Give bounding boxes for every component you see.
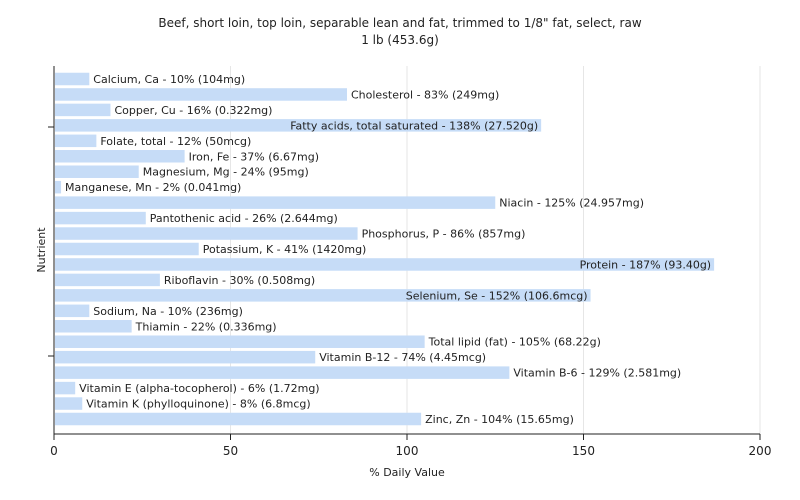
bar-label: Calcium, Ca - 10% (104mg) (93, 73, 245, 86)
bar (55, 72, 90, 86)
bar-label: Manganese, Mn - 2% (0.041mg) (65, 181, 241, 194)
x-ticks: 0 50 100 150 200 (50, 434, 771, 458)
bar-label: Cholesterol - 83% (249mg) (351, 88, 499, 101)
bar (55, 412, 422, 426)
x-tick-label: 100 (396, 444, 419, 458)
bar (55, 165, 139, 178)
bar (55, 320, 132, 333)
x-axis-title: % Daily Value (369, 466, 445, 479)
bar (55, 211, 146, 225)
bar-label: Copper, Cu - 16% (0.322mg) (114, 104, 272, 117)
x-tick-label: 0 (50, 444, 58, 458)
bar (55, 304, 90, 318)
bar-label: Fatty acids, total saturated - 138% (27.… (290, 119, 538, 132)
bar-label: Vitamin B-6 - 129% (2.581mg) (513, 367, 681, 380)
bar-label: Protein - 187% (93.40g) (580, 258, 712, 271)
chart-subtitle: 1 lb (453.6g) (361, 33, 439, 47)
bar (55, 180, 62, 194)
chart-title: Beef, short loin, top loin, separable le… (158, 16, 641, 30)
x-tick-label: 200 (749, 444, 772, 458)
bar (55, 397, 83, 410)
x-tick-label: 50 (223, 444, 238, 458)
bar-label: Vitamin E (alpha-tocopherol) - 6% (1.72m… (79, 382, 319, 395)
bar (55, 258, 715, 271)
bar (55, 350, 316, 364)
bar-label: Folate, total - 12% (50mcg) (100, 135, 251, 148)
bar-label: Iron, Fe - 37% (6.67mg) (189, 150, 319, 163)
bar-label: Potassium, K - 41% (1420mg) (203, 243, 367, 256)
bar (55, 103, 111, 117)
bar (55, 227, 358, 240)
bar (55, 88, 347, 101)
bar-label: Total lipid (fat) - 105% (68.22g) (428, 336, 601, 349)
bar-label: Niacin - 125% (24.957mg) (499, 197, 644, 210)
bar (55, 134, 97, 148)
bar-label: Vitamin B-12 - 74% (4.45mcg) (319, 351, 486, 364)
bar-label: Phosphorus, P - 86% (857mg) (362, 228, 526, 241)
bars: Calcium, Ca - 10% (104mg) Cholesterol - 8… (55, 72, 715, 426)
bar-label: Vitamin K (phylloquinone) - 8% (6.8mcg) (86, 398, 310, 411)
bar (55, 381, 76, 395)
bar (55, 273, 160, 287)
bar-label: Pantothenic acid - 26% (2.644mg) (150, 212, 338, 225)
bar-label: Sodium, Na - 10% (236mg) (93, 305, 243, 318)
y-axis-title: Nutrient (35, 227, 48, 273)
bar (55, 196, 496, 209)
bar-label: Selenium, Se - 152% (106.6mcg) (406, 289, 588, 302)
bar (55, 366, 510, 379)
bar (55, 150, 185, 163)
bar (55, 242, 199, 256)
bar-label: Magnesium, Mg - 24% (95mg) (143, 166, 309, 179)
bar (55, 289, 591, 302)
bar (55, 119, 542, 132)
bar (55, 335, 425, 348)
x-tick-label: 150 (572, 444, 595, 458)
bar-label: Thiamin - 22% (0.336mg) (135, 320, 277, 333)
bar-label: Riboflavin - 30% (0.508mg) (164, 274, 315, 287)
bar-label: Zinc, Zn - 104% (15.65mg) (425, 413, 574, 426)
